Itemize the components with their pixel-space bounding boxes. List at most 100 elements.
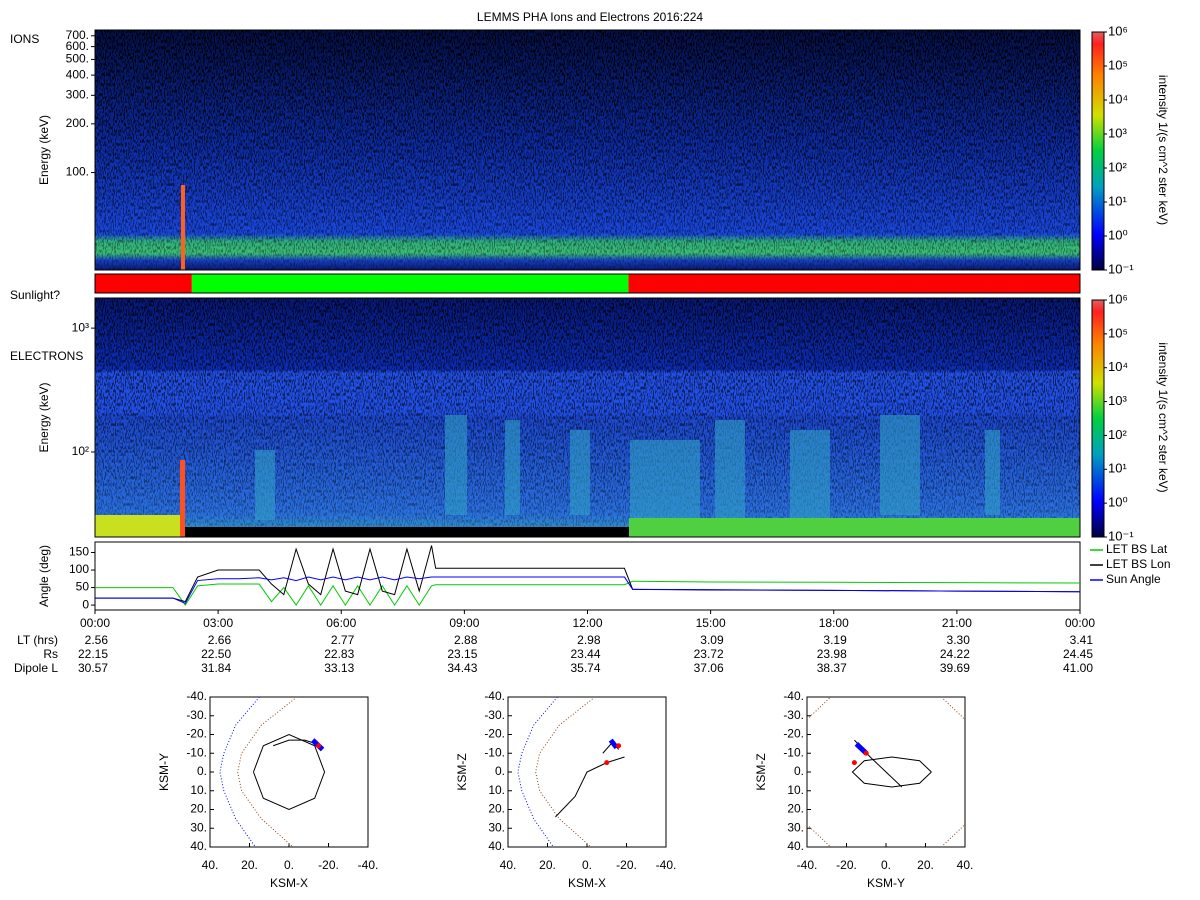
- legend-label: LET BS Lat: [1106, 542, 1168, 556]
- x-tick-label: 21:00: [942, 616, 972, 630]
- y-tick-label: 10.: [488, 783, 505, 797]
- ephemeris-row-label: LT (hrs): [17, 633, 58, 647]
- y-tick-label: 10³: [72, 320, 89, 334]
- spacecraft-marker: [604, 760, 610, 766]
- y-tick-label: 30.: [488, 820, 505, 834]
- colorbar-tick-label: 10⁶: [1108, 291, 1128, 306]
- plot-frame: [94, 29, 1081, 271]
- y-tick-label: 10²: [72, 444, 89, 458]
- orbit-path: [851, 756, 932, 788]
- y-tick-label: 0.: [197, 764, 207, 778]
- ephemeris-value: 23.72: [694, 647, 724, 661]
- ephemeris-value: 35.74: [570, 661, 600, 675]
- x-tick-label: 03:00: [203, 616, 233, 630]
- y-tick-label: 20.: [787, 802, 804, 816]
- y-tick-label: -10.: [783, 745, 804, 759]
- colorbar-tick-label: 10³: [1108, 125, 1127, 140]
- orbit-path: [535, 696, 596, 848]
- ephemeris-value: 39.69: [940, 661, 970, 675]
- colorbar-tick-label: 10²: [1108, 159, 1127, 174]
- y-tick-label: 400.: [66, 67, 89, 81]
- ephemeris-row-label: Rs: [43, 647, 58, 661]
- colorbar-tick-label: 10⁵: [1108, 57, 1128, 72]
- ephemeris-value: 22.83: [324, 647, 354, 661]
- x-tick-label: 40.: [957, 858, 974, 872]
- ephemeris-value: 3.09: [700, 633, 724, 647]
- colorbar-tick-label: 10⁵: [1108, 325, 1128, 340]
- colorbar-tick-label: 10⁴: [1108, 91, 1128, 106]
- plot-frame: [94, 541, 1081, 611]
- spacecraft-marker: [316, 743, 322, 749]
- y-tick-label: 20.: [488, 802, 505, 816]
- x-tick-label: 40.: [500, 858, 517, 872]
- orbit-path: [940, 824, 966, 848]
- ephemeris-value: 24.22: [940, 647, 970, 661]
- ephemeris-value: 34.43: [447, 661, 477, 675]
- y-tick-label: -30.: [484, 708, 505, 722]
- y-axis-label: Energy (keV): [37, 382, 51, 452]
- x-tick-label: -20.: [616, 858, 637, 872]
- sunlight-segment: [95, 274, 192, 293]
- colorbar-tick-label: 10⁰: [1108, 495, 1128, 510]
- electron-spectrogram-image: [95, 298, 1080, 537]
- x-axis-label: KSM-X: [270, 876, 308, 890]
- orbit-path: [806, 824, 832, 848]
- y-tick-label: 150: [69, 545, 89, 559]
- ephemeris-row-label: Dipole L: [14, 661, 58, 675]
- y-tick-label: -20.: [783, 727, 804, 741]
- colorbar-tick-label: 10¹: [1108, 461, 1127, 476]
- orbit-path: [608, 738, 619, 750]
- x-tick-label: -40.: [358, 858, 379, 872]
- ion-spectrogram-image: [95, 30, 1080, 270]
- panel-label: ELECTRONS: [10, 349, 83, 363]
- y-tick-label: -40.: [484, 689, 505, 703]
- x-tick-label: -40.: [656, 858, 677, 872]
- orbit-path: [555, 756, 625, 818]
- legend-label: LET BS Lon: [1106, 557, 1171, 571]
- colorbar-tick-label: 10⁻¹: [1108, 261, 1134, 276]
- ephemeris-value: 23.15: [447, 647, 477, 661]
- ephemeris-value: 3.30: [947, 633, 971, 647]
- x-tick-label: 0.: [284, 858, 294, 872]
- spacecraft-marker: [851, 760, 857, 766]
- y-tick-label: 40.: [190, 839, 207, 853]
- ephemeris-value: 23.98: [817, 647, 847, 661]
- y-axis-label: KSM-Y: [157, 753, 171, 791]
- colorbar-tick-label: 10⁴: [1108, 359, 1128, 374]
- y-tick-label: 700.: [66, 28, 89, 42]
- ephemeris-value: 2.56: [85, 633, 109, 647]
- y-tick-label: -20.: [484, 727, 505, 741]
- y-axis-label: Angle (deg): [37, 545, 51, 607]
- x-tick-label: -40.: [797, 858, 818, 872]
- x-tick-label: 15:00: [696, 616, 726, 630]
- orbit-path: [273, 739, 317, 747]
- colorbar: [1091, 31, 1105, 271]
- ephemeris-value: 37.06: [694, 661, 724, 675]
- x-tick-label: 40.: [202, 858, 219, 872]
- y-tick-label: 30.: [190, 820, 207, 834]
- plot-frame: [209, 696, 369, 848]
- y-tick-label: 100.: [66, 165, 89, 179]
- x-tick-label: -20.: [318, 858, 339, 872]
- orbit-path: [219, 696, 260, 848]
- x-tick-label: 20.: [539, 858, 556, 872]
- ephemeris-value: 22.50: [201, 647, 231, 661]
- y-tick-label: 0.: [794, 764, 804, 778]
- y-tick-label: -30.: [186, 708, 207, 722]
- y-tick-label: 50: [76, 580, 90, 594]
- x-tick-label: 18:00: [819, 616, 849, 630]
- ephemeris-value: 22.15: [78, 647, 108, 661]
- ephemeris-value: 23.44: [570, 647, 600, 661]
- ephemeris-value: 24.45: [1063, 647, 1093, 661]
- colorbar-label: intensity 1/(s cm^2 ster keV): [1156, 342, 1170, 492]
- y-tick-label: 30.: [787, 820, 804, 834]
- x-tick-label: 0.: [582, 858, 592, 872]
- x-tick-label: 20.: [917, 858, 934, 872]
- colorbar: [1091, 299, 1105, 538]
- x-tick-label: 20.: [241, 858, 258, 872]
- x-tick-label: 0.: [881, 858, 891, 872]
- orbit-path: [237, 696, 298, 848]
- chart-title: LEMMS PHA Ions and Electrons 2016:224: [477, 10, 703, 24]
- angle-line: [95, 580, 1081, 607]
